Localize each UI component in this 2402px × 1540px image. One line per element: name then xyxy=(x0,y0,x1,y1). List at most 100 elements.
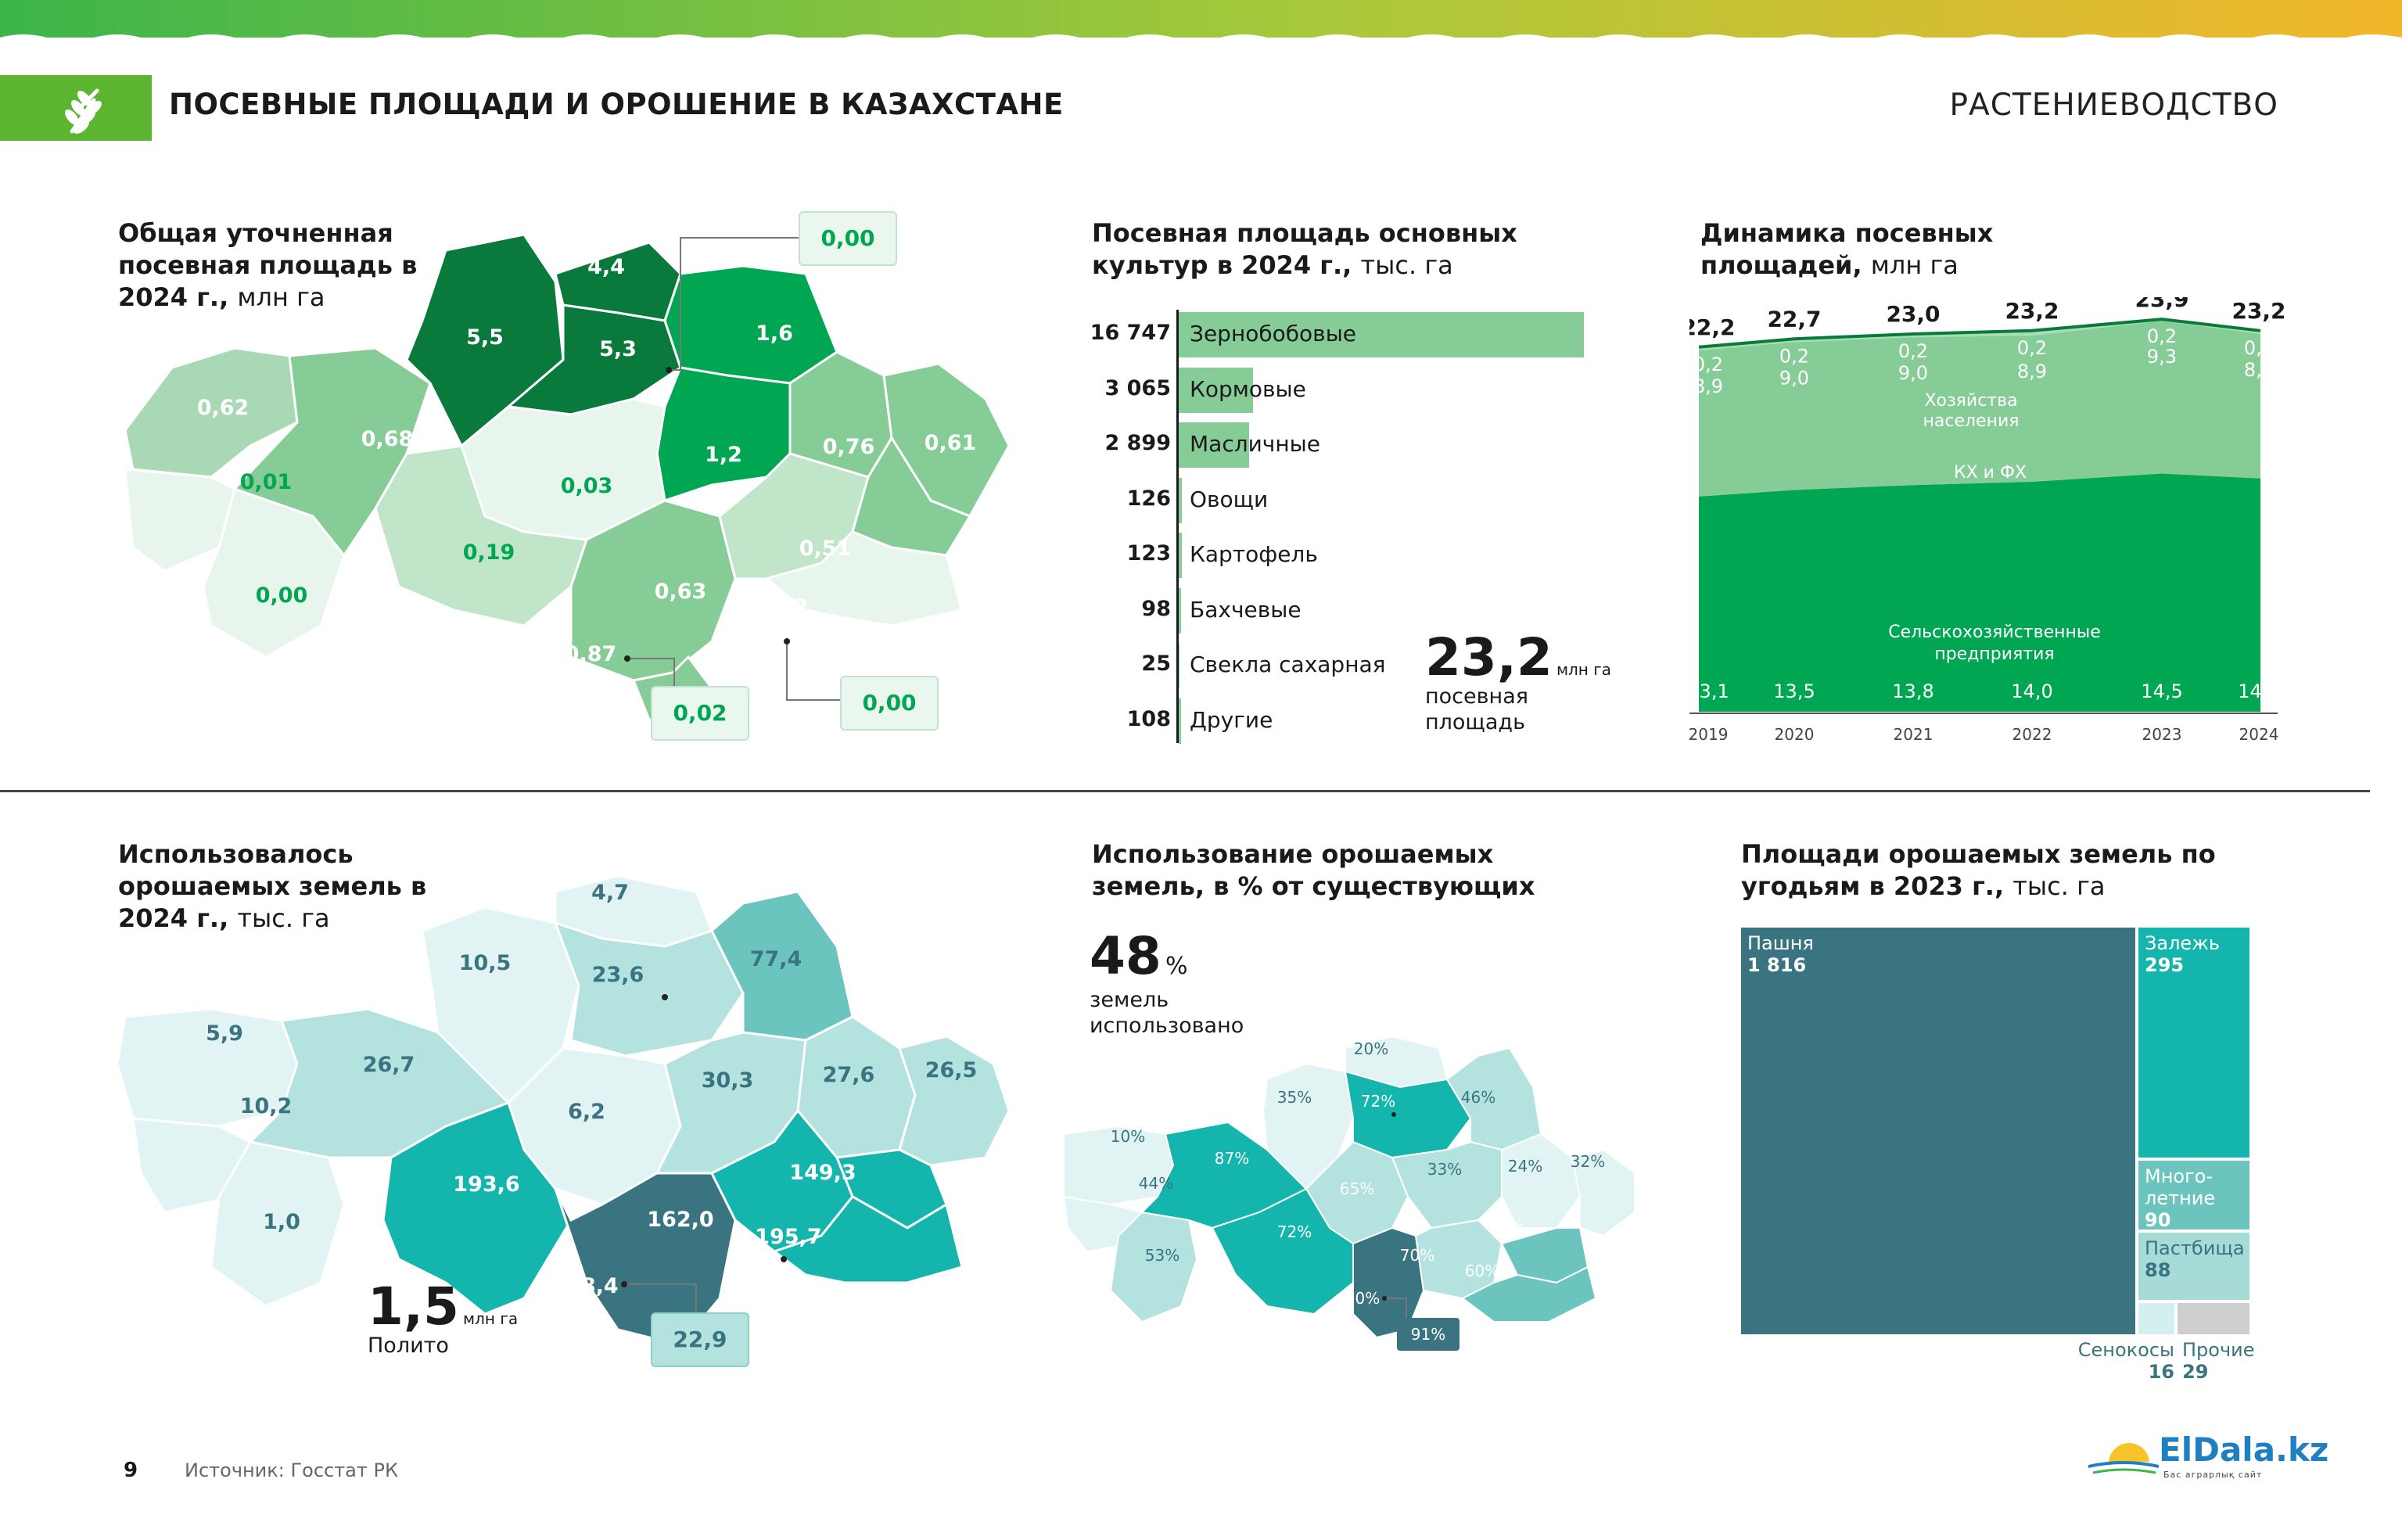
panel5-big-value: 48 xyxy=(1090,926,1162,986)
treemap-hayfield-caption: Сенокосы 16 xyxy=(2065,1339,2174,1383)
use-region-east xyxy=(1571,1148,1635,1237)
area-xtick-3: 2022 xyxy=(2012,725,2052,744)
panel4-total-caption: Полито xyxy=(368,1334,449,1358)
brand-tagline: Бас аграрлық сайт xyxy=(2163,1470,2263,1480)
eldala-logo[interactable]: ElDala.kz Бас аграрлық сайт xyxy=(2088,1427,2328,1482)
bar-label-4: Картофель xyxy=(1190,541,1318,567)
panel6-title-bold: Площади орошаемых земель по угодьям в 20… xyxy=(1741,839,2216,901)
map3-label-2: 72% xyxy=(1361,1092,1395,1111)
panel2-title-unit: тыс. га xyxy=(1360,250,1453,280)
treemap-cell-pasture-value: 88 xyxy=(2145,1259,2171,1281)
panel2-total-unit: млн га xyxy=(1556,660,1612,679)
panel2-total-value: 23,2 xyxy=(1425,627,1553,687)
region-west-kz xyxy=(124,346,299,479)
treemap-cell-hayfield xyxy=(2138,1303,2174,1334)
area-farm-val-1: 9,0 xyxy=(1779,368,1809,389)
bar-value-5: 98 xyxy=(1141,596,1171,621)
area-total-line xyxy=(1698,318,2261,349)
bar-1 xyxy=(1179,367,1253,413)
map2-label-9: 27,6 xyxy=(823,1063,875,1087)
treemap-cell-fallow-value: 295 xyxy=(2145,954,2185,976)
area-hh-val-4: 0,2 xyxy=(2147,325,2177,347)
bar-label-2: Масличные xyxy=(1190,431,1320,457)
map1-label-3: 1,6 xyxy=(756,321,793,346)
area-total-3: 23,2 xyxy=(2005,298,2059,324)
area-label-farms: КХ и ФХ xyxy=(1954,463,2027,483)
bar-label-0: Зернобобовые xyxy=(1190,321,1357,346)
area-total-2: 23,0 xyxy=(1886,301,1940,327)
area-label-households: Хозяйства населения xyxy=(1923,391,2020,431)
area-agri-val-0: 13,1 xyxy=(1689,680,1729,702)
bar-4 xyxy=(1179,533,1182,578)
map3-label-6: 44% xyxy=(1139,1174,1173,1193)
map1-label-0: 4,4 xyxy=(587,255,625,279)
treemap-cell-pasture: Пастбища 88 xyxy=(2138,1233,2249,1300)
map1-label-8: 1,2 xyxy=(705,443,742,467)
panel4-title-bold: Использовалось орошаемых земель в 2024 г… xyxy=(118,839,427,933)
bar-value-3: 126 xyxy=(1126,486,1171,511)
map3-label-1: 35% xyxy=(1277,1088,1312,1107)
bar-label-3: Овощи xyxy=(1190,486,1269,512)
treemap-cell-fallow: Залежь 295 xyxy=(2138,928,2249,1158)
bar-7 xyxy=(1179,698,1182,744)
map2-label-4: 5,9 xyxy=(206,1021,243,1046)
sun-logo-icon xyxy=(2088,1443,2159,1482)
irr-region-almaty xyxy=(771,1195,964,1284)
area-farm-val-4: 9,3 xyxy=(2147,346,2177,368)
map3-label-9: 24% xyxy=(1508,1157,1542,1176)
bar-value-2: 2 899 xyxy=(1104,431,1171,455)
panel2-total: 23,2 млн га посевная площадь xyxy=(1425,632,1611,735)
area-agri-val-4: 14,5 xyxy=(2141,680,2182,702)
area-hh-val-3: 0,2 xyxy=(2017,337,2047,359)
bar-5 xyxy=(1179,587,1182,634)
section-name: РАСТЕНИЕВОДСТВО xyxy=(1949,88,2278,123)
area-farm-val-3: 8,9 xyxy=(2017,361,2047,382)
bar-label-6: Свекла сахарная xyxy=(1190,652,1386,677)
sown-area-map: 4,4 5,5 5,3 1,6 0,62 0,68 0,01 0,03 1,2 … xyxy=(124,233,1011,737)
region-aktobe xyxy=(232,346,432,558)
use-region-zhambyl xyxy=(1414,1219,1503,1300)
map3-label-16: 90% xyxy=(1345,1289,1380,1308)
bar-label-1: Кормовые xyxy=(1190,375,1306,402)
panel4-title: Использовалось орошаемых земель в 2024 г… xyxy=(118,838,431,935)
treemap-other-caption: Прочие 29 xyxy=(2182,1339,2255,1383)
area-hh-val-0: 0,2 xyxy=(1693,354,1723,375)
map2-label-0: 4,7 xyxy=(591,881,629,905)
map1-label-1: 5,5 xyxy=(466,325,504,350)
area-total-0: 22,2 xyxy=(1689,314,1736,340)
map2-label-11: 193,6 xyxy=(453,1172,519,1197)
area-xtick-5: 2024 xyxy=(2239,725,2279,744)
irr-region-akmola xyxy=(553,921,745,1057)
panel3-title-unit: млн га xyxy=(1870,250,1959,280)
panel5-big-unit: % xyxy=(1165,953,1188,980)
panel2-title-bold: Посевная площадь основных культур в 2024… xyxy=(1092,218,1517,280)
area-agri xyxy=(1699,473,2260,712)
source-note: Источник: Госстат РК xyxy=(185,1459,399,1481)
use-region-karaganda xyxy=(1391,1140,1503,1229)
panel1-title-bold: Общая уточненная посевная площадь в 2024… xyxy=(118,218,418,312)
panel6-title-unit: тыс. га xyxy=(2012,871,2106,901)
treemap-cell-perennial: Много-летние 90 xyxy=(2138,1161,2249,1231)
area-xtick-2: 2021 xyxy=(1894,725,1933,744)
map1-label-10: 0,61 xyxy=(925,431,977,455)
treemap-hayfield-value: 16 xyxy=(2148,1361,2174,1383)
map2-label-15: 1,0 xyxy=(263,1210,300,1234)
area-total-1: 22,7 xyxy=(1767,306,1821,332)
section-divider xyxy=(0,790,2370,792)
map3-label-7: 65% xyxy=(1340,1179,1374,1198)
map3-label-5: 87% xyxy=(1215,1149,1249,1168)
area-hh-val-2: 0,2 xyxy=(1898,340,1928,362)
area-farm-val-2: 9,0 xyxy=(1898,362,1928,384)
map2-label-14: 195,7 xyxy=(755,1225,821,1249)
page-number: 9 xyxy=(124,1459,138,1482)
irr-region-turkestan xyxy=(554,1172,737,1347)
map3-label-15: 60% xyxy=(1465,1262,1499,1280)
treemap-hayfield-name: Сенокосы xyxy=(2077,1339,2174,1361)
map1-label-5: 0,68 xyxy=(361,427,414,451)
map1-callout-bottom-left: 0,02 xyxy=(651,686,749,741)
map2-label-16: 498,4 xyxy=(551,1274,618,1298)
panel2-total-caption: посевная площадь xyxy=(1425,684,1528,734)
map3-label-13: 57% xyxy=(1489,1215,1524,1234)
map2-label-8: 30,3 xyxy=(702,1068,754,1093)
map1-callout-top: 0,00 xyxy=(799,211,897,266)
